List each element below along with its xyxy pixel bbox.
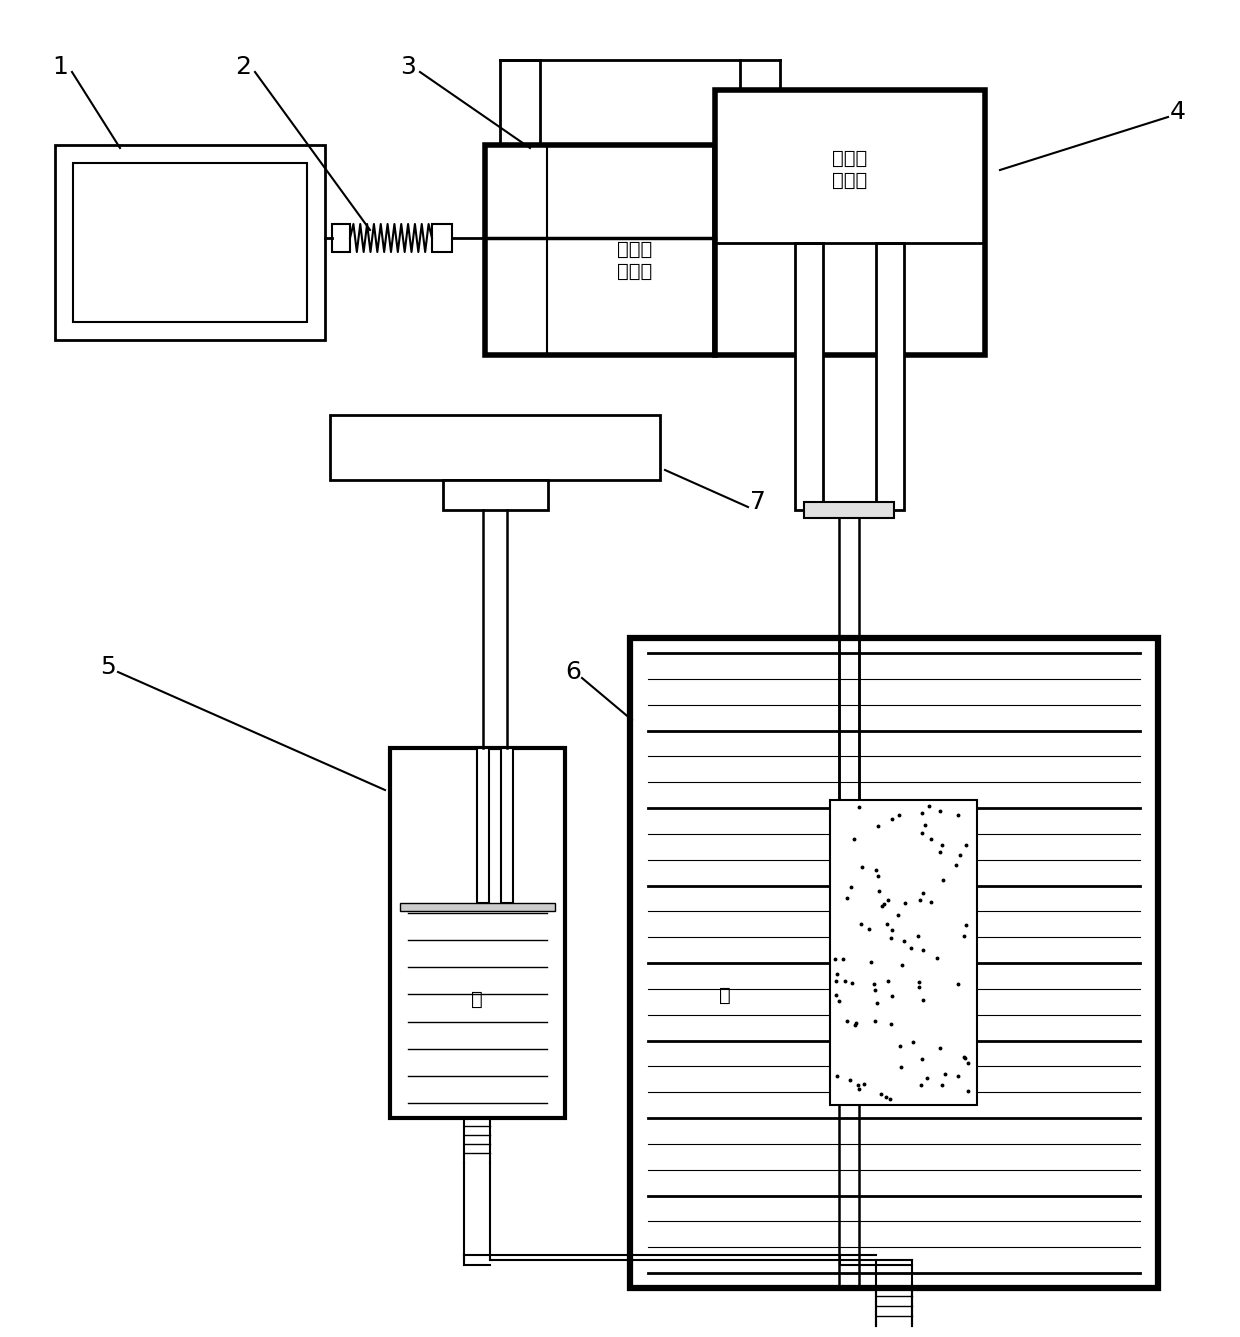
Text: 6: 6: [565, 660, 582, 685]
Bar: [485, 144, 715, 356]
Bar: [875, 243, 904, 509]
Text: 不可压
缩液体: 不可压 缩液体: [616, 241, 652, 281]
Text: 3: 3: [401, 55, 415, 79]
Bar: [443, 480, 548, 509]
Bar: [630, 638, 1158, 1288]
Text: 1: 1: [52, 55, 68, 79]
Text: 4: 4: [1171, 100, 1185, 124]
Bar: [432, 225, 453, 251]
Bar: [830, 800, 977, 1104]
Bar: [501, 747, 513, 902]
Text: 5: 5: [100, 655, 115, 679]
Bar: [477, 747, 489, 902]
Text: 不可压
缩液体: 不可压 缩液体: [832, 148, 868, 190]
Text: 水: 水: [719, 985, 730, 1004]
Bar: [391, 747, 565, 1118]
Bar: [401, 902, 556, 910]
Bar: [55, 144, 325, 340]
Text: 水: 水: [471, 989, 482, 1008]
Text: 2: 2: [236, 55, 250, 79]
Bar: [795, 243, 823, 509]
Bar: [715, 90, 985, 356]
Bar: [330, 414, 660, 480]
Bar: [804, 501, 894, 517]
Bar: [73, 163, 308, 322]
Bar: [332, 225, 350, 251]
Text: 7: 7: [750, 489, 766, 513]
